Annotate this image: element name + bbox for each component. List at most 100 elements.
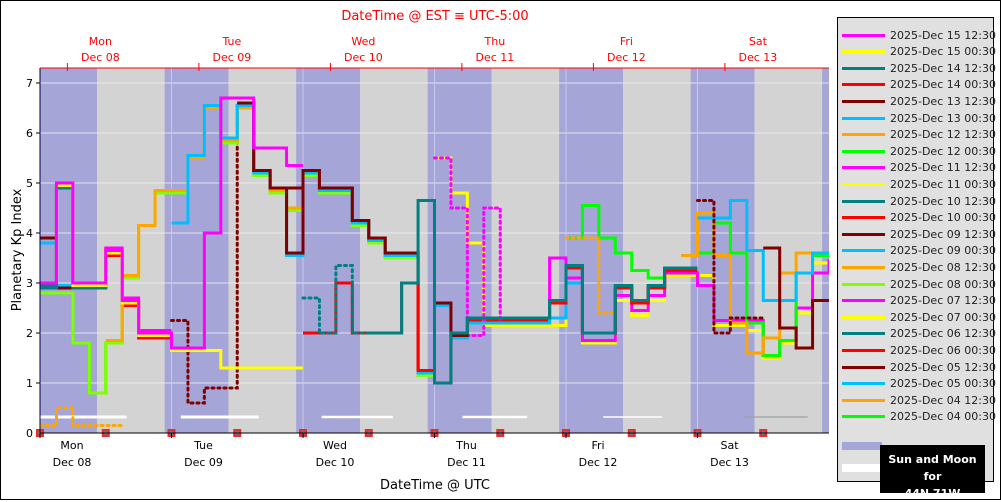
series-line xyxy=(433,156,519,337)
sun-moon-line2: 44N 71W xyxy=(904,487,961,500)
x-tick-date: Dec 09 xyxy=(184,456,223,469)
top-tick-day: Fri xyxy=(620,35,633,48)
night-band xyxy=(296,68,360,433)
sun-moon-line1: Sun and Moon for xyxy=(888,453,977,483)
legend-swatch xyxy=(842,83,885,87)
top-tick-date: Dec 12 xyxy=(607,51,646,64)
legend-swatch xyxy=(842,50,885,54)
y-tick-label: 2 xyxy=(26,327,33,340)
top-tick-date: Dec 10 xyxy=(344,51,383,64)
legend-label: 2025-Dec 08 12:30 xyxy=(890,260,996,274)
legend-label: 2025-Dec 06 12:30 xyxy=(890,327,996,341)
legend-item: 2025-Dec 07 12:30 xyxy=(842,294,996,308)
top-tick-day: Sat xyxy=(749,35,768,48)
legend-swatch xyxy=(842,299,885,303)
y-tick-label: 0 xyxy=(26,427,33,440)
legend-label: 2025-Dec 15 12:30 xyxy=(890,28,996,42)
legend-label: 2025-Dec 15 00:30 xyxy=(890,45,996,59)
legend-swatch xyxy=(842,265,885,269)
night-band xyxy=(559,68,623,433)
legend-item: 2025-Dec 09 00:30 xyxy=(842,244,996,258)
y-axis-label: Planetary Kp Index xyxy=(10,188,25,311)
legend-label: 2025-Dec 09 12:30 xyxy=(890,227,996,241)
legend-item: 2025-Dec 04 12:30 xyxy=(842,393,996,407)
legend-label: 2025-Dec 12 12:30 xyxy=(890,128,996,142)
series-line xyxy=(681,211,829,355)
top-tick-date: Dec 08 xyxy=(81,51,120,64)
legend-item: 2025-Dec 05 00:30 xyxy=(842,377,996,391)
series-line xyxy=(368,199,698,385)
legend-item: 2025-Dec 12 00:30 xyxy=(842,144,996,158)
legend-label: 2025-Dec 08 00:30 xyxy=(890,277,996,291)
legend-label: 2025-Dec 12 00:30 xyxy=(890,144,996,158)
legend-label: 2025-Dec 07 00:30 xyxy=(890,310,996,324)
legend-item: 2025-Dec 13 00:30 xyxy=(842,111,996,125)
legend-swatch xyxy=(842,382,885,386)
legend-swatch xyxy=(842,99,885,103)
legend-swatch xyxy=(842,149,885,153)
x-tick-date: Dec 13 xyxy=(710,456,749,469)
x-tick-day: Mon xyxy=(60,439,83,452)
top-tick-day: Wed xyxy=(351,35,375,48)
y-tick-label: 6 xyxy=(26,127,33,140)
x-tick-day: Fri xyxy=(591,439,604,452)
series-line xyxy=(434,156,829,360)
legend-label: 2025-Dec 11 12:30 xyxy=(890,161,996,175)
legend-label: 2025-Dec 10 12:30 xyxy=(890,194,996,208)
legend-item: 2025-Dec 14 00:30 xyxy=(842,78,996,92)
legend-swatch xyxy=(842,133,885,137)
legend-item: 2025-Dec 10 00:30 xyxy=(842,211,996,225)
legend-swatch xyxy=(842,398,885,402)
legend-swatch xyxy=(842,66,885,70)
x-tick-date: Dec 10 xyxy=(316,456,355,469)
night-band xyxy=(40,68,97,433)
legend-swatch xyxy=(842,216,885,220)
legend-label: 2025-Dec 14 00:30 xyxy=(890,78,996,92)
series-line xyxy=(301,264,371,335)
top-tick-date: Dec 09 xyxy=(213,51,252,64)
legend-item: 2025-Dec 04 00:30 xyxy=(842,410,996,424)
x-tick-date: Dec 11 xyxy=(447,456,486,469)
legend: 2025-Dec 15 12:30 2025-Dec 15 00:30 2025-D… xyxy=(837,17,996,482)
x-axis-label: DateTime @ UTC xyxy=(380,478,490,493)
top-tick-day: Mon xyxy=(89,35,112,48)
top-tick-date: Dec 11 xyxy=(476,51,515,64)
legend-label: 2025-Dec 09 00:30 xyxy=(890,244,996,258)
legend-item: 2025-Dec 05 12:30 xyxy=(842,360,996,374)
legend-label: 2025-Dec 05 00:30 xyxy=(890,377,996,391)
legend-label: 2025-Dec 13 00:30 xyxy=(890,111,996,125)
y-tick-label: 4 xyxy=(26,227,33,240)
legend-label: 2025-Dec 13 12:30 xyxy=(890,94,996,108)
x-tick-day: Sat xyxy=(720,439,739,452)
series-line xyxy=(171,104,583,375)
legend-swatch xyxy=(842,249,885,253)
legend-swatch xyxy=(842,315,885,319)
series-line xyxy=(696,199,765,335)
legend-swatch xyxy=(842,282,885,286)
series-group xyxy=(40,96,829,427)
legend-swatch xyxy=(842,116,885,120)
night-band xyxy=(690,68,755,433)
top-tick-day: Tue xyxy=(221,35,241,48)
legend-swatch xyxy=(842,332,885,336)
legend-item: 2025-Dec 06 12:30 xyxy=(842,327,996,341)
legend-item: 2025-Dec 07 00:30 xyxy=(842,310,996,324)
legend-swatch xyxy=(842,166,885,170)
legend-item: 2025-Dec 08 00:30 xyxy=(842,277,996,291)
legend-item: 2025-Dec 10 12:30 xyxy=(842,194,996,208)
legend-swatch xyxy=(842,33,885,37)
y-tick-label: 5 xyxy=(26,177,33,190)
y-tick-label: 7 xyxy=(26,77,33,90)
top-tick-day: Thu xyxy=(484,35,506,48)
moon-legend-swatch xyxy=(842,464,882,472)
legend-label: 2025-Dec 14 12:30 xyxy=(890,61,996,75)
chart-title: DateTime @ EST ≡ UTC-5:00 xyxy=(341,9,528,24)
legend-item: 2025-Dec 08 12:30 xyxy=(842,260,996,274)
legend-item: 2025-Dec 15 00:30 xyxy=(842,45,996,59)
legend-label: 2025-Dec 04 00:30 xyxy=(890,410,996,424)
series-line xyxy=(40,96,303,350)
night-band xyxy=(822,68,829,433)
legend-label: 2025-Dec 07 12:30 xyxy=(890,294,996,308)
legend-label: 2025-Dec 05 12:30 xyxy=(890,360,996,374)
